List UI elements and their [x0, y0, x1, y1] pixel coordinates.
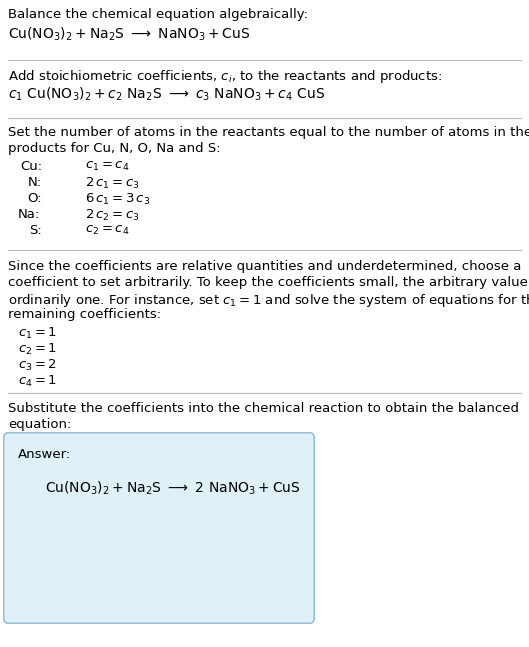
Text: coefficient to set arbitrarily. To keep the coefficients small, the arbitrary va: coefficient to set arbitrarily. To keep …: [8, 276, 529, 289]
Text: $6\,c_1 = 3\,c_3$: $6\,c_1 = 3\,c_3$: [85, 192, 150, 207]
Text: Set the number of atoms in the reactants equal to the number of atoms in the: Set the number of atoms in the reactants…: [8, 126, 529, 139]
Text: $\mathrm{Cu(NO_3)_2 + Na_2S\ {\longrightarrow}\ 2\ NaNO_3 + CuS}$: $\mathrm{Cu(NO_3)_2 + Na_2S\ {\longright…: [45, 480, 300, 498]
Text: $c_1\ \mathrm{Cu(NO_3)_2} + c_2\ \mathrm{Na_2S}\ {\longrightarrow}\ c_3\ \mathrm: $c_1\ \mathrm{Cu(NO_3)_2} + c_2\ \mathrm…: [8, 86, 325, 104]
Text: S:: S:: [29, 224, 42, 237]
Text: products for Cu, N, O, Na and S:: products for Cu, N, O, Na and S:: [8, 142, 221, 155]
Text: N:: N:: [28, 176, 42, 189]
Text: $2\,c_2 = c_3$: $2\,c_2 = c_3$: [85, 208, 140, 223]
Text: $c_1 = c_4$: $c_1 = c_4$: [85, 160, 130, 173]
Text: $c_1 = 1$: $c_1 = 1$: [18, 326, 57, 341]
FancyBboxPatch shape: [4, 433, 314, 623]
Text: $c_4 = 1$: $c_4 = 1$: [18, 374, 57, 389]
Text: $2\,c_1 = c_3$: $2\,c_1 = c_3$: [85, 176, 140, 191]
Text: Since the coefficients are relative quantities and underdetermined, choose a: Since the coefficients are relative quan…: [8, 260, 522, 273]
Text: remaining coefficients:: remaining coefficients:: [8, 308, 161, 321]
Text: Balance the chemical equation algebraically:: Balance the chemical equation algebraica…: [8, 8, 308, 21]
Text: $c_3 = 2$: $c_3 = 2$: [18, 358, 57, 373]
Text: Add stoichiometric coefficients, $c_i$, to the reactants and products:: Add stoichiometric coefficients, $c_i$, …: [8, 68, 442, 85]
Text: Substitute the coefficients into the chemical reaction to obtain the balanced: Substitute the coefficients into the che…: [8, 402, 519, 415]
Text: Answer:: Answer:: [18, 448, 71, 461]
Text: O:: O:: [27, 192, 42, 205]
Text: Na:: Na:: [18, 208, 40, 221]
Text: ordinarily one. For instance, set $c_1 = 1$ and solve the system of equations fo: ordinarily one. For instance, set $c_1 =…: [8, 292, 529, 309]
Text: $c_2 = c_4$: $c_2 = c_4$: [85, 224, 130, 237]
Text: $\mathrm{Cu(NO_3)_2 + Na_2S \ {\longrightarrow} \ NaNO_3 + CuS}$: $\mathrm{Cu(NO_3)_2 + Na_2S \ {\longrigh…: [8, 26, 250, 43]
Text: equation:: equation:: [8, 418, 71, 431]
Text: $c_2 = 1$: $c_2 = 1$: [18, 342, 57, 357]
Text: Cu:: Cu:: [20, 160, 42, 173]
